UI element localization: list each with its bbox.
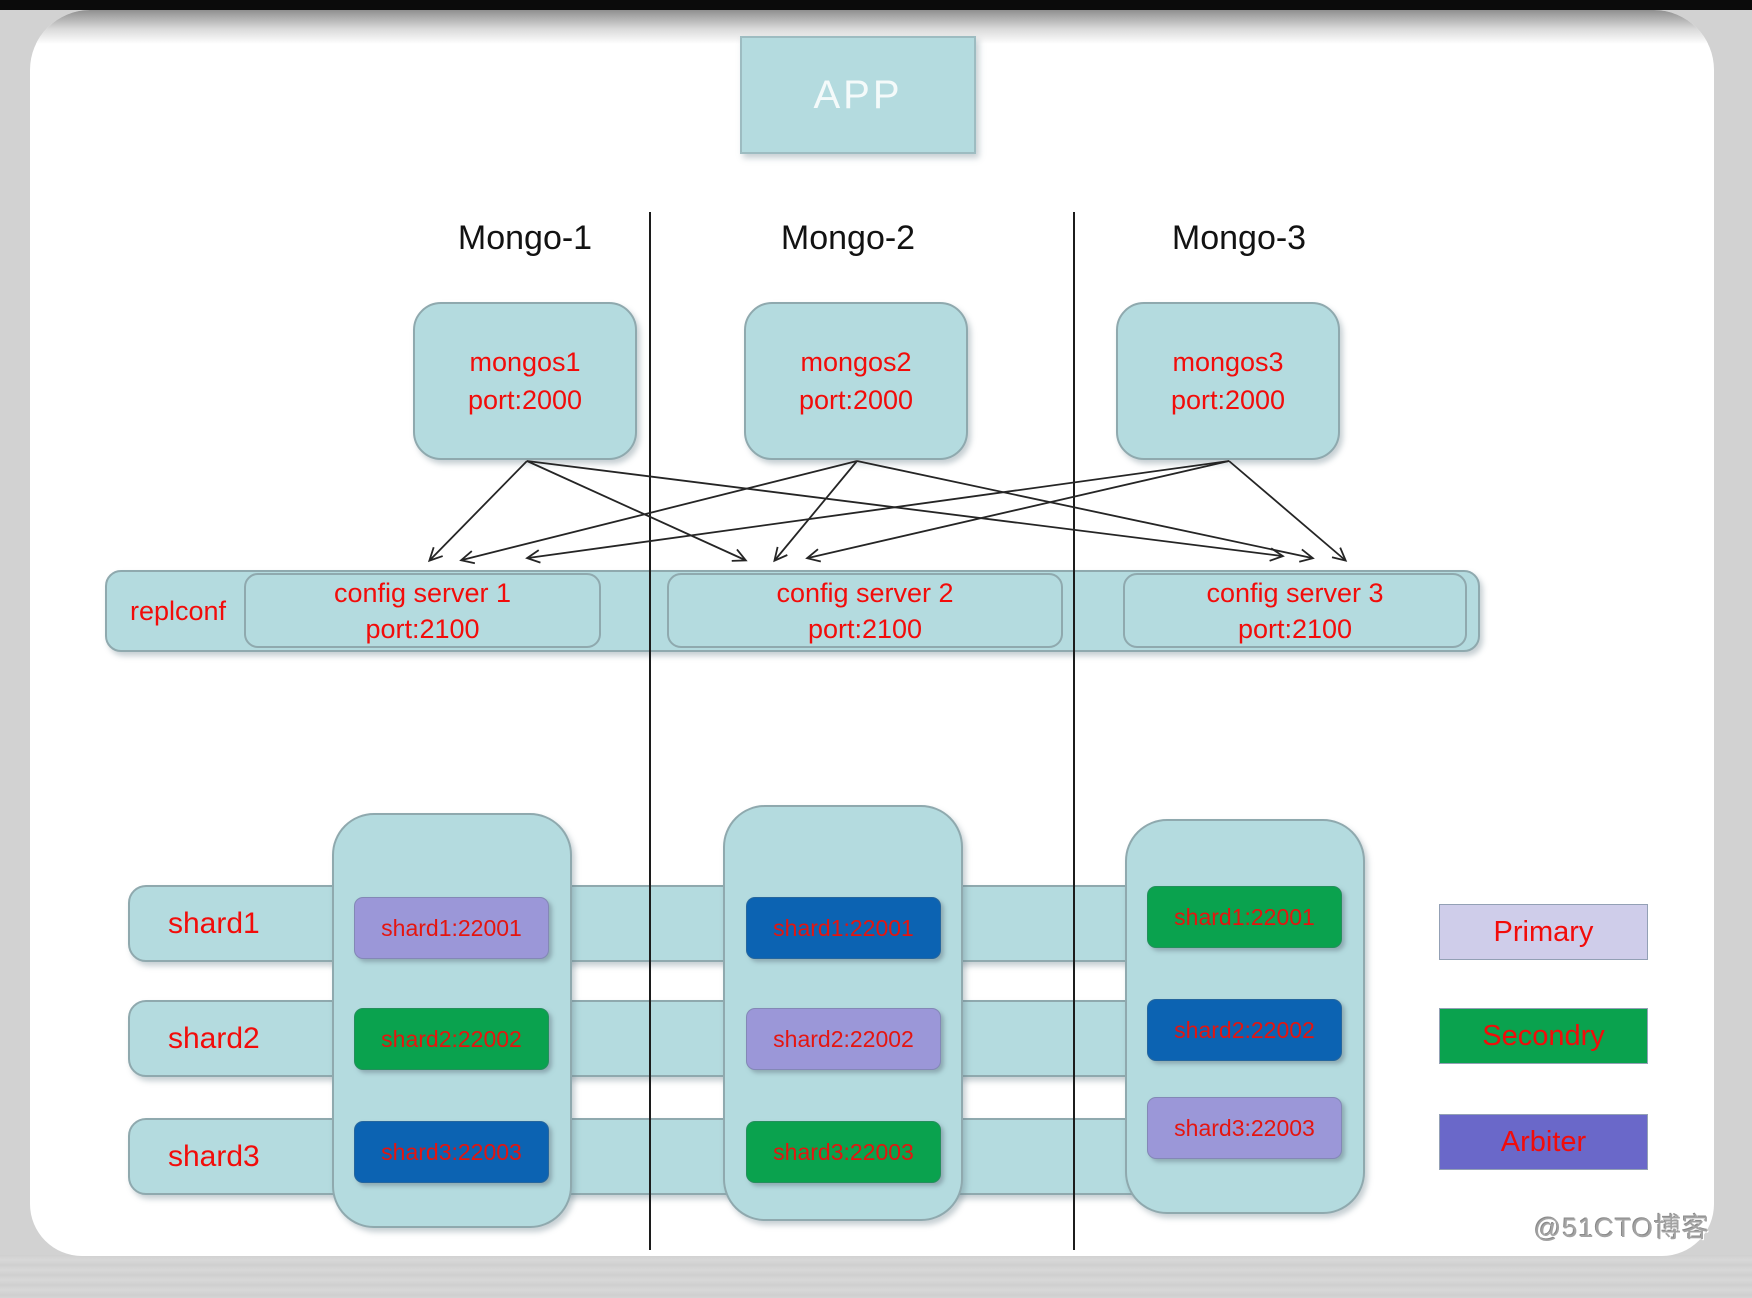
config-server-1-port: port:2100 [365,613,480,644]
bottom-gray-band [0,1255,1752,1298]
mongos1-box: mongos1 port:2000 [413,302,637,460]
legend-primary: Primary [1439,904,1648,960]
shard-cell-mongo2-shard1: shard1:22001 [746,897,941,959]
shard2-bar-label: shard2 [168,1021,260,1055]
host-label-mongo-3: Mongo-3 [1171,218,1307,257]
shard2-bar: shard2 [128,1000,1310,1077]
mongos3-box: mongos3 port:2000 [1116,302,1340,460]
app-label: APP [813,72,903,117]
config-server-1-box: config server 1 port:2100 [244,573,601,648]
shard-cell-mongo1-shard3: shard3:22003 [354,1121,549,1183]
config-server-3-box: config server 3 port:2100 [1123,573,1467,648]
replconf-label: replconf [129,595,227,626]
top-black-strip [0,0,1752,10]
watermark: @51CTO博客 [1534,1213,1710,1243]
shard1-bar-label: shard1 [168,906,260,940]
shard-cell-mongo3-shard1: shard1:22001 [1147,886,1342,948]
config-server-3-port: port:2100 [1237,613,1353,644]
config-server-2-name: config server 2 [776,577,954,608]
mongos2-box: mongos2 port:2000 [744,302,968,460]
mongos1-name: mongos1 [469,347,581,377]
legend-arbiter: Arbiter [1439,1114,1648,1170]
shard-cell-mongo2-shard3: shard3:22003 [746,1121,941,1183]
shard3-bar-label: shard3 [168,1139,260,1173]
shard-cell-mongo1-shard1: shard1:22001 [354,897,549,959]
app-box: APP [740,36,976,154]
mongos2-name: mongos2 [800,347,912,377]
shard-cell-mongo3-shard2: shard2:22002 [1147,999,1342,1061]
column-divider-2 [1073,212,1075,1250]
shard-cell-mongo2-shard2: shard2:22002 [746,1008,941,1070]
shard3-bar: shard3 [128,1118,1310,1195]
config-server-1-name: config server 1 [333,577,512,608]
mongos2-port: port:2000 [798,385,914,415]
column-divider-1 [649,212,651,1250]
host-label-mongo-2: Mongo-2 [780,218,916,257]
config-server-3-name: config server 3 [1206,577,1384,608]
mongos3-port: port:2000 [1170,385,1286,415]
config-server-2-port: port:2100 [807,613,923,644]
mongos3-name: mongos3 [1172,347,1284,377]
shard-cell-mongo1-shard2: shard2:22002 [354,1008,549,1070]
host-label-mongo-1: Mongo-1 [457,218,593,257]
mongos1-port: port:2000 [467,385,583,415]
legend-secondary: Secondry [1439,1008,1648,1064]
shard-cell-mongo3-shard3: shard3:22003 [1147,1097,1342,1159]
config-server-2-box: config server 2 port:2100 [667,573,1063,648]
